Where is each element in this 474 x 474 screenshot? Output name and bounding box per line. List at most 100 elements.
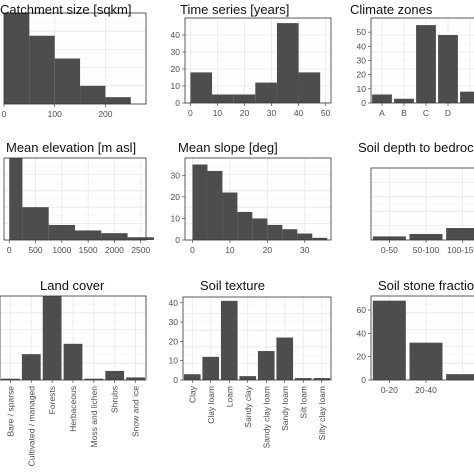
- bar-e: [460, 91, 474, 103]
- x-tick-label: 50-100: [413, 245, 440, 255]
- bar: [282, 229, 298, 240]
- panel-climate: 0 10 20 30 40 50 A B C D Climate zones: [350, 2, 474, 118]
- y-tick-label: 30: [357, 56, 367, 66]
- x-tick-label: 0: [2, 109, 7, 119]
- y-tick-label: 30: [169, 317, 179, 327]
- bar-sandy-clay: [239, 376, 257, 380]
- y-tick-label: 40: [357, 328, 367, 338]
- panel-title: Mean slope [deg]: [178, 140, 278, 155]
- panel-soildepth: 0-50 50-100 100-150 Soil depth to bedrock: [358, 140, 474, 255]
- x-tick-label: Herbaceous: [68, 386, 78, 432]
- panel-soilstone: 0 20 40 60 0-20 20-40 Soil stone fraction: [357, 278, 474, 395]
- panel-catchment: 0 100 200 Catchment size [sqkm]: [0, 2, 147, 119]
- panel-frame: [3, 157, 147, 241]
- bar-100-150: [446, 228, 474, 240]
- bar: [80, 85, 106, 104]
- x-tick-label: 0-20: [381, 385, 398, 395]
- panel-title: Soil stone fraction: [378, 278, 474, 293]
- x-tick-label: 20-40: [415, 385, 437, 395]
- bar: [75, 230, 102, 240]
- x-tick-label: Clay: [187, 385, 197, 403]
- x-tick-label: 30: [267, 108, 277, 118]
- y-tick-label: 20: [357, 352, 367, 362]
- bar-c: [416, 25, 436, 103]
- bar: [192, 164, 208, 240]
- bar-moss-and-lichen: [84, 378, 104, 380]
- bar: [212, 94, 234, 103]
- x-tick-label: D: [445, 108, 451, 118]
- bar-0-50: [372, 236, 406, 240]
- x-tick-label: Bare / sparse: [5, 386, 15, 437]
- y-tick-label: 30: [171, 47, 181, 57]
- panel-title: Catchment size [sqkm]: [0, 2, 132, 17]
- x-tick-label: 50: [321, 108, 331, 118]
- bar: [237, 211, 253, 240]
- x-tick-label: 20: [263, 245, 273, 255]
- bar-shrubs: [105, 370, 125, 380]
- panel-timeseries: 0 10 20 30 40 0 10 20 30 40 50 Time series [years]: [171, 2, 332, 118]
- x-tick-label: 10: [225, 245, 235, 255]
- x-tick-label: Snow and ice: [131, 386, 141, 437]
- bar: [22, 207, 49, 240]
- bar: [298, 72, 321, 103]
- x-tick-label: Shrubs: [110, 386, 120, 413]
- bar-a: [372, 94, 392, 103]
- bar: [4, 13, 30, 104]
- bar-snow-and-ice: [126, 377, 145, 380]
- bar: [297, 233, 313, 240]
- bar: [29, 35, 55, 104]
- x-tick-label: Forests: [47, 386, 57, 414]
- bar: [101, 233, 128, 240]
- y-tick-label: 10: [171, 213, 181, 223]
- y-tick-label: 40: [171, 30, 181, 40]
- bar-sandy-clay-loam: [257, 351, 275, 380]
- x-tick-label: 0: [190, 245, 195, 255]
- bar: [48, 224, 75, 240]
- panel-title: Land cover: [40, 278, 105, 293]
- bar: [105, 97, 131, 104]
- y-tick-label: 60: [357, 305, 367, 315]
- x-tick-label: A: [379, 108, 385, 118]
- y-tick-label: 0: [175, 98, 180, 108]
- bar: [267, 224, 283, 240]
- x-tick-label: 10: [213, 108, 223, 118]
- bar: [207, 170, 223, 240]
- bar-b: [394, 98, 414, 103]
- x-tick-label: 2500: [131, 245, 150, 255]
- x-tick-label: 1000: [52, 245, 71, 255]
- panel-frame: [184, 157, 332, 241]
- bar-silt-loam: [294, 378, 312, 380]
- x-tick-label: Moss and lichen: [89, 386, 99, 448]
- x-tick-label: 100-150: [447, 245, 474, 255]
- panel-title: Time series [years]: [180, 2, 289, 17]
- bar: [54, 58, 81, 104]
- panel-frame: [182, 296, 332, 381]
- bar-bare-sparse: [1, 378, 20, 380]
- panel-landcover: Bare / sparse Cultivated / managed Forests…: [0, 278, 147, 467]
- y-tick-label: 20: [171, 64, 181, 74]
- bar: [9, 158, 23, 240]
- y-tick-label: 0: [361, 98, 366, 108]
- x-tick-label: B: [401, 108, 407, 118]
- panel-frame: [184, 17, 332, 104]
- bar: [190, 72, 213, 103]
- bar: [233, 94, 256, 103]
- y-tick-label: 0: [173, 375, 178, 385]
- x-tick-label: C: [423, 108, 429, 118]
- y-tick-label: 20: [169, 336, 179, 346]
- x-tick-label: 0: [7, 245, 12, 255]
- x-tick-label: Cultivated / managed: [26, 386, 36, 467]
- bar: [312, 237, 328, 240]
- x-tick-label: 0: [188, 108, 193, 118]
- bar-50-100: [409, 234, 443, 240]
- bar: [222, 192, 238, 240]
- bar-20-40: [409, 342, 443, 380]
- y-tick-label: 0: [175, 235, 180, 245]
- x-tick-label: Sandy clay loam: [261, 386, 271, 448]
- bar: [127, 237, 154, 240]
- x-tick-label: 500: [28, 245, 42, 255]
- bar: [252, 218, 268, 240]
- bar-0-20: [372, 300, 406, 380]
- bar-forests: [42, 296, 62, 380]
